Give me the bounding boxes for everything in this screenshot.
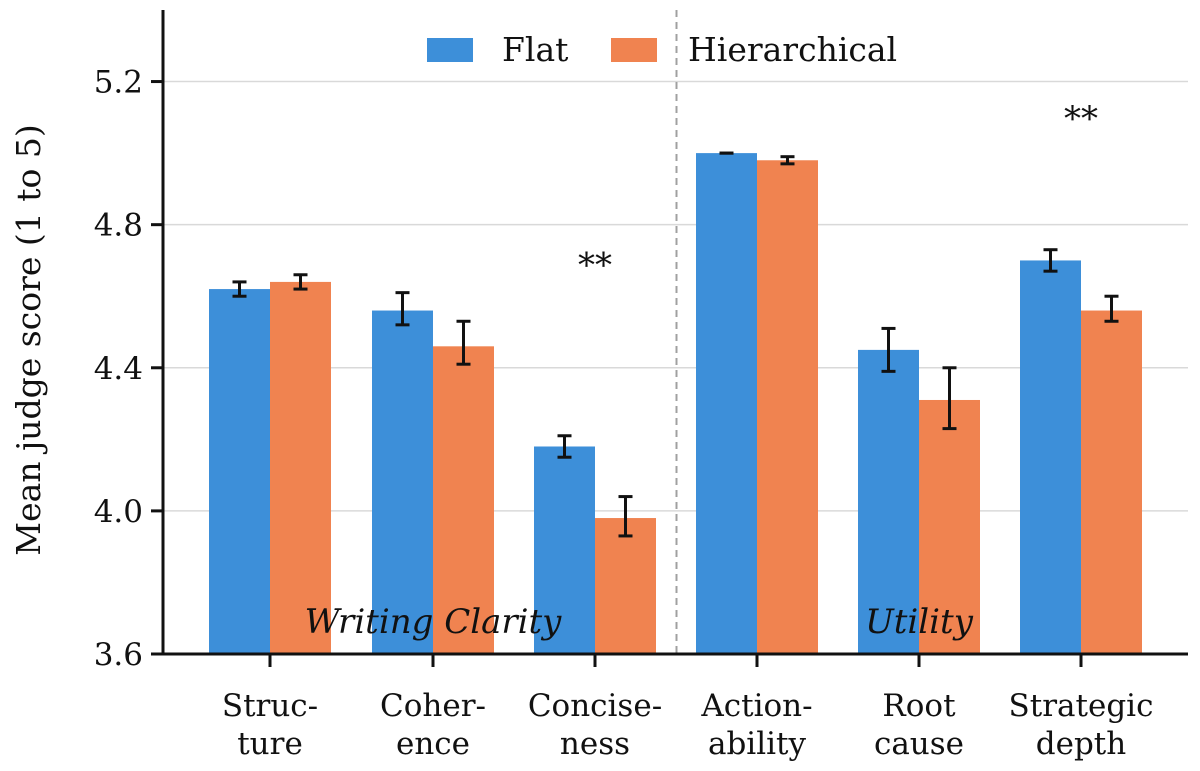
error-bars [232,151,1119,538]
bar-hierarchical [433,346,494,654]
bars [209,153,1142,654]
x-tick-label: Action- [700,688,812,724]
group-label: Writing Clarity [305,602,563,642]
x-tick-label: ence [396,726,470,762]
x-tick-label: Coher- [380,688,486,724]
legend-label-flat: Flat [502,30,568,69]
group-label: Utility [865,602,974,642]
y-tick-label: 4.0 [94,494,143,530]
x-tick-label: ability [708,726,807,762]
bar-hierarchical [1081,310,1142,654]
legend-swatch-hierarchical [611,38,657,62]
legend-swatch-flat [427,38,473,62]
significance-markers: ** ** [578,99,1098,286]
bar-hierarchical [270,281,331,654]
x-tick-label: Struc- [222,688,318,724]
bar-hierarchical [595,518,656,654]
x-tick-label: Strategic [1009,688,1154,724]
bar-flat [209,289,270,654]
bar-hierarchical [919,399,980,654]
significance-marker: ** [1064,99,1098,139]
x-tick-label: ness [560,726,630,762]
x-tick-labels: Struc-ture Coher-ence Concise-ness Action-a… [222,688,1154,762]
axes [151,10,1188,667]
x-tick-label: depth [1036,726,1126,762]
bar-hierarchical [757,160,818,654]
legend-label-hierarchical: Hierarchical [688,30,897,69]
significance-marker: ** [578,245,612,285]
bar-flat [696,153,757,654]
legend: Flat Hierarchical [427,30,897,69]
bar-flat [372,310,433,654]
x-tick-label: Concise- [528,688,662,724]
bar-flat [858,349,919,654]
x-tick-label: cause [874,726,964,762]
group-labels: Writing Clarity Utility [305,602,974,642]
y-tick-label: 5.2 [94,65,143,101]
y-tick-label: 3.6 [94,637,143,673]
x-tick-label: ture [237,726,303,762]
y-axis-label: Mean judge score (1 to 5) [9,124,48,555]
y-tick-label: 4.8 [94,208,143,244]
bar-flat [1020,260,1081,654]
y-tick-labels: 3.6 4.0 4.4 4.8 5.2 [94,65,143,673]
x-tick-label: Root [882,688,956,724]
y-tick-label: 4.4 [94,351,143,387]
bar-flat [534,446,595,654]
